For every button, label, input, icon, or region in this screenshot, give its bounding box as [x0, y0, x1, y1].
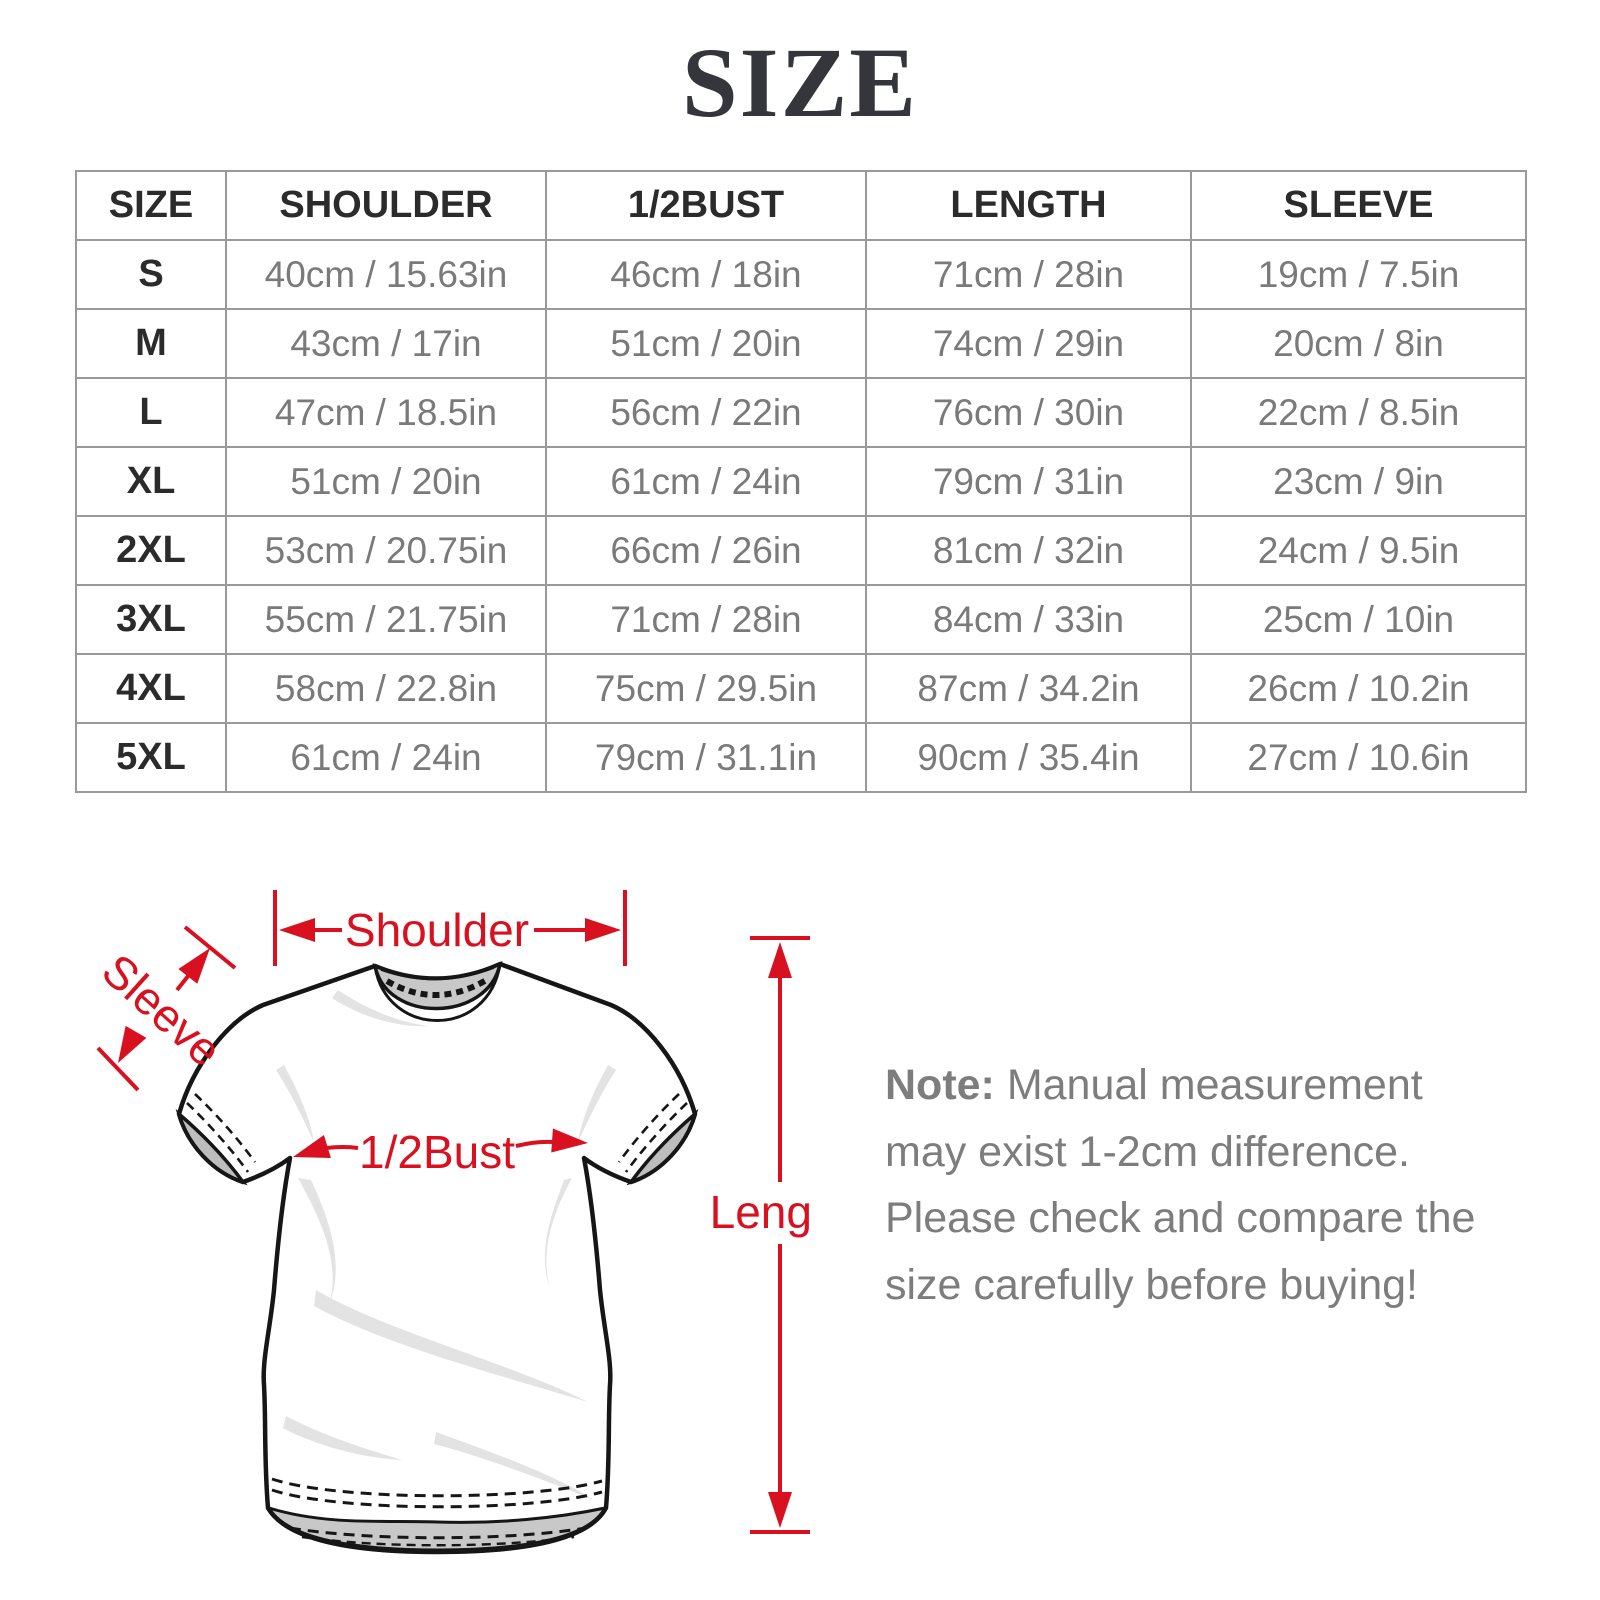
bust-value: 71cm / 28in	[545, 584, 867, 655]
sleeve-value: 26cm / 10.2in	[1190, 653, 1527, 724]
collar	[372, 961, 503, 1022]
sleeve-value: 27cm / 10.6in	[1190, 722, 1527, 793]
length-value: 87cm / 34.2in	[865, 653, 1192, 724]
shoulder-value: 53cm / 20.75in	[225, 515, 547, 586]
column-header-sleeve: SLEEVE	[1190, 170, 1527, 241]
bust-value: 79cm / 31.1in	[545, 722, 867, 793]
bust-value: 56cm / 22in	[545, 377, 867, 448]
table-row: L 47cm / 18.5in 56cm / 22in 76cm / 30in …	[75, 377, 1527, 448]
table-row: 5XL 61cm / 24in 79cm / 31.1in 90cm / 35.…	[75, 722, 1527, 793]
hem-band	[265, 1477, 608, 1552]
shoulder-value: 43cm / 17in	[225, 308, 547, 379]
shoulder-value: 58cm / 22.8in	[225, 653, 547, 724]
shoulder-value: 40cm / 15.63in	[225, 239, 547, 310]
bust-value: 66cm / 26in	[545, 515, 867, 586]
note-text: Note: Manual measurement may exist 1-2cm…	[885, 1052, 1510, 1319]
shoulder-value: 51cm / 20in	[225, 446, 547, 517]
size-label: XL	[75, 446, 227, 517]
bust-value: 75cm / 29.5in	[545, 653, 867, 724]
length-value: 90cm / 35.4in	[865, 722, 1192, 793]
length-value: 81cm / 32in	[865, 515, 1192, 586]
size-label: 4XL	[75, 653, 227, 724]
table-row: 3XL 55cm / 21.75in 71cm / 28in 84cm / 33…	[75, 584, 1527, 655]
tshirt-illustration	[175, 961, 699, 1555]
wrinkle-shading	[276, 990, 616, 1500]
size-label: 2XL	[75, 515, 227, 586]
bust-value: 46cm / 18in	[545, 239, 867, 310]
shoulder-arrow	[273, 890, 627, 966]
note-label: Note:	[885, 1061, 995, 1109]
note-body: Manual measurement may exist 1-2cm diffe…	[885, 1061, 1476, 1309]
sleeve-value: 24cm / 9.5in	[1190, 515, 1527, 586]
sleeve-value: 25cm / 10in	[1190, 584, 1527, 655]
size-label: S	[75, 239, 227, 310]
length-value: 84cm / 33in	[865, 584, 1192, 655]
length-value: 74cm / 29in	[865, 308, 1192, 379]
length-label: Length	[710, 1186, 812, 1238]
length-value: 76cm / 30in	[865, 377, 1192, 448]
sleeve-value: 20cm / 8in	[1190, 308, 1527, 379]
table-row: M 43cm / 17in 51cm / 20in 74cm / 29in 20…	[75, 308, 1527, 379]
column-header-bust: 1/2BUST	[545, 170, 867, 241]
sleeve-value: 23cm / 9in	[1190, 446, 1527, 517]
page-title: SIZE	[682, 27, 918, 138]
size-chart-table: SIZE SHOULDER 1/2BUST LENGTH SLEEVE S 40…	[75, 170, 1527, 793]
bust-label: 1/2Bust	[359, 1126, 515, 1178]
tshirt-measurement-diagram: Shoulder Sleeve 1/2Bust Leng	[92, 890, 812, 1555]
sleeve-value: 22cm / 8.5in	[1190, 377, 1527, 448]
sleeve-arrow	[96, 925, 237, 1092]
table-header-row: SIZE SHOULDER 1/2BUST LENGTH SLEEVE	[75, 170, 1527, 241]
table-row: 2XL 53cm / 20.75in 66cm / 26in 81cm / 32…	[75, 515, 1527, 586]
size-label: 5XL	[75, 722, 227, 793]
size-label: M	[75, 308, 227, 379]
table-row: XL 51cm / 20in 61cm / 24in 79cm / 31in 2…	[75, 446, 1527, 517]
bust-arrow	[289, 1128, 589, 1169]
length-value: 79cm / 31in	[865, 446, 1192, 517]
left-sleeve-cuff	[175, 1093, 257, 1186]
bust-value: 51cm / 20in	[545, 308, 867, 379]
size-label: L	[75, 377, 227, 448]
length-value: 71cm / 28in	[865, 239, 1192, 310]
sleeve-value: 19cm / 7.5in	[1190, 239, 1527, 310]
shoulder-value: 47cm / 18.5in	[225, 377, 547, 448]
sleeve-label: Sleeve	[92, 944, 231, 1077]
bust-value: 61cm / 24in	[545, 446, 867, 517]
column-header-shoulder: SHOULDER	[225, 170, 547, 241]
shoulder-value: 55cm / 21.75in	[225, 584, 547, 655]
table-row: S 40cm / 15.63in 46cm / 18in 71cm / 28in…	[75, 239, 1527, 310]
shoulder-value: 61cm / 24in	[225, 722, 547, 793]
size-label: 3XL	[75, 584, 227, 655]
column-header-length: LENGTH	[865, 170, 1192, 241]
right-sleeve-cuff	[617, 1093, 699, 1186]
shoulder-label: Shoulder	[345, 904, 529, 956]
length-arrow	[750, 936, 810, 1534]
table-row: 4XL 58cm / 22.8in 75cm / 29.5in 87cm / 3…	[75, 653, 1527, 724]
column-header-size: SIZE	[75, 170, 227, 241]
